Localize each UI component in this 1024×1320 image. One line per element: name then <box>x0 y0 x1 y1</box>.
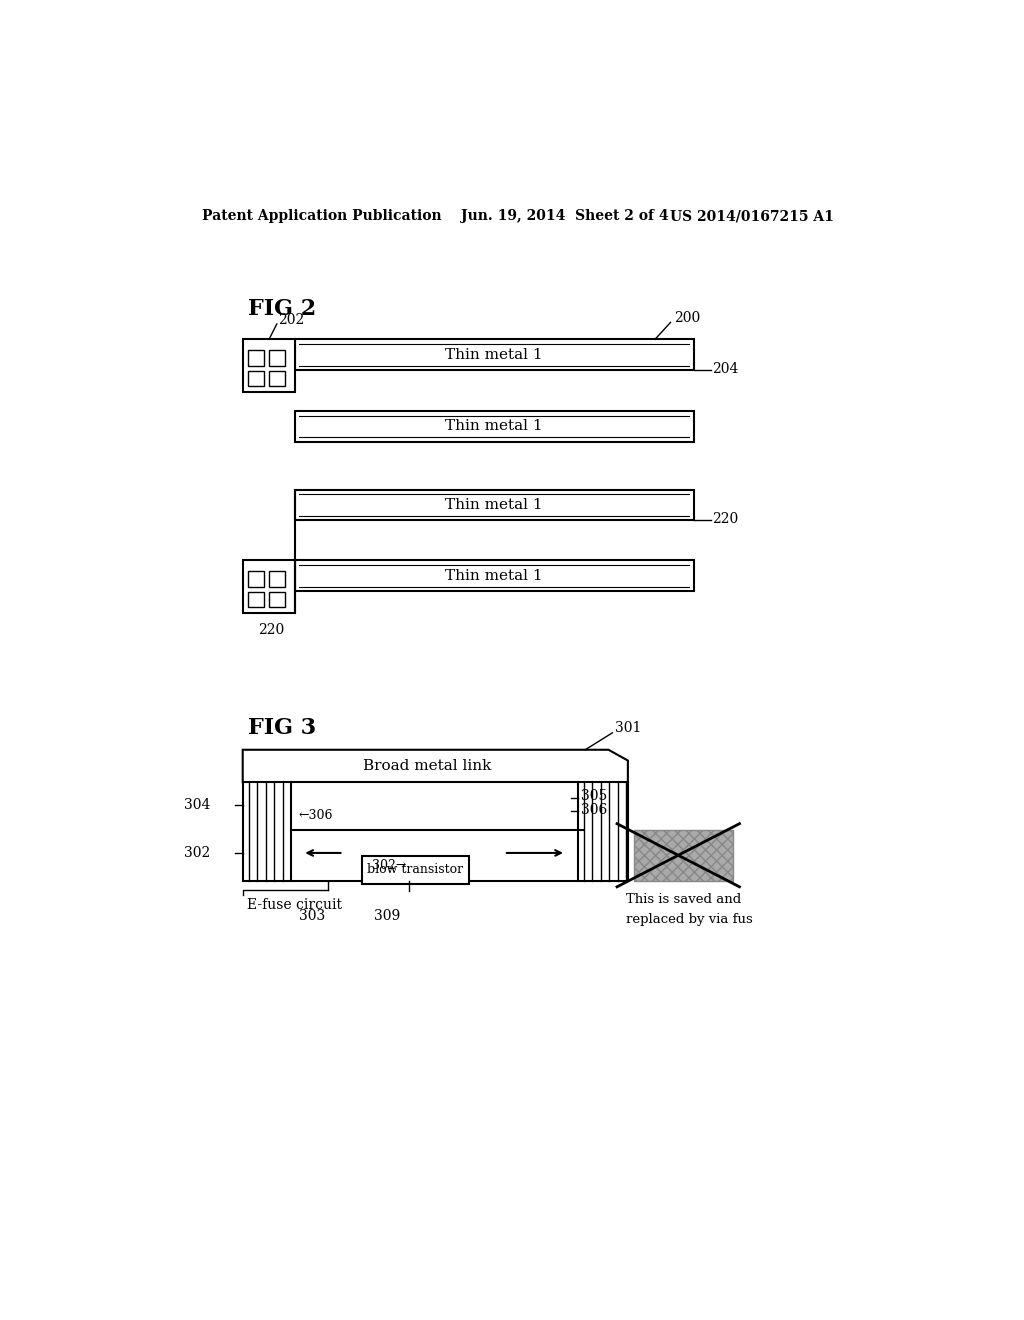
Text: 304: 304 <box>183 799 210 812</box>
Text: 303: 303 <box>299 909 325 923</box>
Bar <box>269 371 285 387</box>
Bar <box>243 339 295 392</box>
Text: Jun. 19, 2014  Sheet 2 of 4: Jun. 19, 2014 Sheet 2 of 4 <box>461 209 669 223</box>
Bar <box>243 781 628 880</box>
Text: ←306: ←306 <box>299 809 333 822</box>
Text: 220: 220 <box>713 512 738 525</box>
Text: Thin metal 1: Thin metal 1 <box>445 420 543 433</box>
Bar <box>269 570 285 586</box>
Text: US 2014/0167215 A1: US 2014/0167215 A1 <box>671 209 835 223</box>
Text: Broad metal link: Broad metal link <box>364 759 492 774</box>
Text: Thin metal 1: Thin metal 1 <box>445 498 543 512</box>
Polygon shape <box>243 750 628 781</box>
Text: 220: 220 <box>258 623 285 636</box>
Bar <box>362 857 469 884</box>
Text: This is saved and
replaced by via fus: This is saved and replaced by via fus <box>627 894 753 927</box>
Text: 302: 302 <box>184 846 210 859</box>
Text: Thin metal 1: Thin metal 1 <box>445 569 543 582</box>
Bar <box>248 591 264 607</box>
Text: 309: 309 <box>374 909 400 923</box>
Text: 200: 200 <box>675 310 700 325</box>
Text: 301: 301 <box>615 721 642 735</box>
Text: blow transistor: blow transistor <box>368 863 464 876</box>
Text: FIG 2: FIG 2 <box>248 297 316 319</box>
Text: Thin metal 1: Thin metal 1 <box>445 347 543 362</box>
Bar <box>295 490 693 520</box>
Bar <box>634 830 733 880</box>
Bar <box>269 591 285 607</box>
Bar <box>295 339 693 370</box>
Bar <box>269 350 285 366</box>
Text: Patent Application Publication: Patent Application Publication <box>202 209 441 223</box>
Text: E-fuse circuit: E-fuse circuit <box>247 899 342 912</box>
Text: 202: 202 <box>279 313 304 327</box>
Bar <box>295 561 693 591</box>
Bar <box>295 411 693 442</box>
Bar <box>243 560 295 612</box>
Text: 305: 305 <box>581 789 607 803</box>
Bar <box>248 371 264 387</box>
Text: 204: 204 <box>713 362 738 376</box>
Bar <box>248 570 264 586</box>
Text: 306: 306 <box>581 803 607 817</box>
Text: FIG 3: FIG 3 <box>248 717 316 739</box>
Text: 302→: 302→ <box>372 859 407 871</box>
Bar <box>248 350 264 366</box>
